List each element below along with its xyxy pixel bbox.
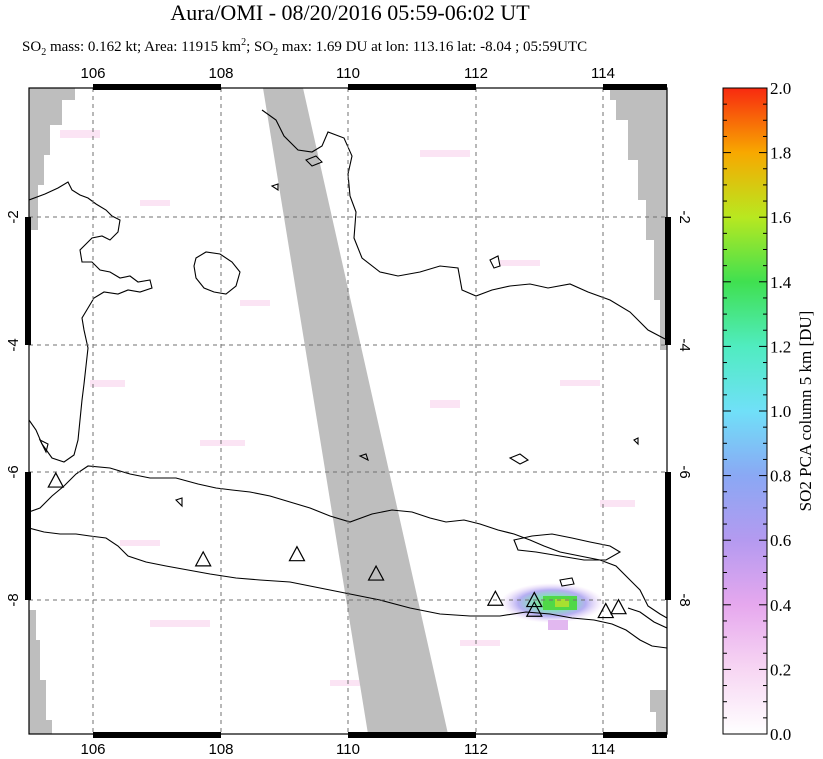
colorbar-tick-label: 2.0 [770, 79, 791, 98]
no-data-left-top [29, 88, 75, 230]
lat-tick-left: -4 [5, 338, 22, 351]
frame-ticks [25, 84, 671, 738]
so2-plume-tail [548, 620, 568, 630]
lat-tick-left: -6 [5, 465, 22, 478]
colorbar-tick-label: 1.0 [770, 402, 791, 421]
lat-tick-right: -2 [676, 210, 693, 223]
volcano-icon [525, 600, 543, 617]
lon-axis-bottom: 106 108 110 112 114 [80, 741, 614, 758]
volcano-icon [288, 545, 306, 562]
so2-max: 1.69 DU at lon: 113.16 lat: -8.04 ; 05:5… [315, 39, 588, 55]
volcano-icon [194, 550, 212, 567]
lat-tick-left: -8 [5, 593, 22, 606]
no-data-right-bottom [650, 690, 667, 734]
lon-tick-top: 110 [336, 65, 360, 82]
coastlines [29, 109, 667, 649]
lat-axis-right: -2 -4 -6 -8 [676, 210, 693, 606]
lon-tick-bottom: 114 [591, 741, 615, 758]
colorbar-tick-label: 0.0 [770, 725, 791, 744]
colorbar-tick-label: 1.8 [770, 144, 791, 163]
map-subtitle: SO2 mass: 0.162 kt; Area: 11915 km2; SO2… [22, 37, 588, 58]
colorbar-ticks: 0.0 0.2 0.4 0.6 0.8 1.0 1.2 1.4 1.6 1.8 2.0 [723, 79, 792, 744]
lon-tick-bottom: 112 [464, 741, 488, 758]
colorbar-tick-label: 0.4 [770, 596, 792, 615]
so2-hotspot-core [555, 599, 569, 607]
colorbar-tick-label: 0.6 [770, 531, 791, 550]
volcano-icon [367, 564, 385, 581]
lat-tick-right: -6 [676, 465, 693, 478]
so2-area: 11915 km [181, 39, 242, 55]
lat-tick-left: -2 [5, 210, 22, 223]
lon-tick-top: 108 [208, 65, 233, 82]
colorbar-tick-label: 1.2 [770, 337, 791, 356]
colorbar-label: SO2 PCA column 5 km [DU] [796, 311, 815, 512]
map-title: Aura/OMI - 08/20/2016 05:59-06:02 UT [170, 0, 530, 25]
lon-axis-top: 106 108 110 112 114 [80, 65, 614, 82]
no-data-swath [263, 88, 448, 734]
colorbar-tick-label: 0.8 [770, 467, 791, 486]
lon-tick-top: 114 [591, 65, 615, 82]
so2-mass: 0.162 kt [87, 39, 138, 55]
lon-tick-top: 112 [464, 65, 488, 82]
lon-tick-bottom: 110 [336, 741, 360, 758]
graticule [29, 88, 667, 734]
no-data-left-bottom [29, 610, 52, 734]
no-data-right [610, 88, 667, 350]
volcano-icon [610, 598, 628, 615]
lat-tick-right: -4 [676, 338, 693, 351]
volcano-icon [486, 590, 504, 606]
volcano-icon [597, 602, 615, 619]
lat-axis-left: -2 -4 -6 -8 [5, 210, 22, 606]
colorbar-tick-label: 0.2 [770, 660, 791, 679]
lat-tick-right: -8 [676, 593, 693, 606]
so2-noise [60, 130, 635, 686]
volcano-icon [525, 591, 543, 608]
volcano-icon [47, 471, 65, 488]
lon-tick-top: 106 [80, 65, 105, 82]
lon-tick-bottom: 106 [80, 741, 105, 758]
colorbar-tick-label: 1.4 [770, 273, 792, 292]
lon-tick-bottom: 108 [208, 741, 233, 758]
colorbar-tick-label: 1.6 [770, 208, 791, 227]
